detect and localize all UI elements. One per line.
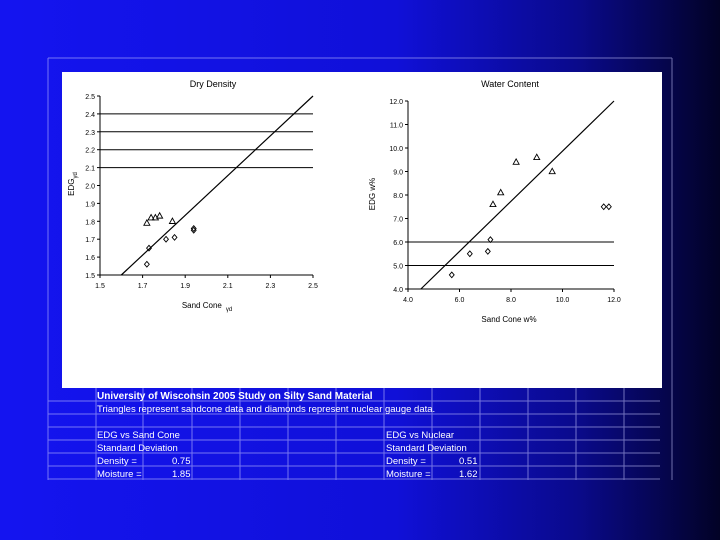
y-tick-label: 2.5 [85, 94, 95, 101]
diamond-point [487, 236, 494, 244]
diamond-point [600, 203, 607, 211]
y-tick-label: 2.1 [85, 166, 95, 173]
x-tick-label: 10.0 [556, 297, 570, 304]
x-tick-label: 4.0 [403, 297, 413, 304]
x-tick-label: 2.5 [308, 283, 318, 290]
x-axis-label: Sand Cone w% [481, 315, 536, 324]
right-table-heading: EDG vs Nuclear [386, 430, 455, 441]
diamond-point [448, 271, 455, 279]
diamond-point [163, 235, 170, 243]
x-tick-label: 2.1 [223, 283, 233, 290]
chart-title: Water Content [481, 79, 539, 89]
y-tick-label: 2.3 [85, 130, 95, 137]
x-tick-label: 2.3 [266, 283, 276, 290]
y-axis-label: EDG w% [368, 178, 377, 210]
triangle-point [532, 153, 541, 161]
y-tick-label: 12.0 [389, 99, 403, 106]
right-density-label: Density = [386, 456, 426, 467]
reference-line [420, 100, 615, 290]
diamond-point [605, 203, 612, 211]
y-tick-label: 7.0 [393, 217, 403, 224]
y-tick-label: 2.2 [85, 148, 95, 155]
water-content-chart: Water Content EDG w% Sand Cone w% 4.0 5.0… [368, 79, 621, 324]
y-tick-label: 1.9 [85, 201, 95, 208]
left-density-value: 0.75 [172, 456, 191, 467]
triangle-point [489, 200, 497, 208]
dry-density-chart: Dry Density EDGγd Sand Cone γd 1.5 1.6 1.7 1… [67, 79, 318, 313]
chart-panel: Dry Density EDGγd Sand Cone γd 1.5 1.6 1.7 1… [62, 72, 662, 388]
triangle-point [143, 218, 151, 226]
triangle-point [512, 157, 520, 165]
triangle-point [496, 188, 505, 196]
y-tick-label: 5.0 [393, 264, 403, 271]
reference-line [120, 95, 314, 276]
left-density-label: Density = [97, 456, 137, 467]
svg-text:EDGγd: EDGγd [67, 172, 79, 196]
diamond-point [145, 244, 152, 252]
diamond-point [190, 224, 197, 232]
y-tick-label: 1.8 [85, 219, 95, 226]
y-tick-label: 11.0 [390, 123, 403, 130]
x-tick-label: 6.0 [455, 297, 465, 304]
right-table-subheading: Standard Deviation [386, 443, 467, 454]
x-tick-label: 8.0 [506, 297, 516, 304]
left-table-subheading: Standard Deviation [97, 443, 178, 454]
x-tick-label: 12.0 [607, 297, 621, 304]
y-tick-label: 1.7 [85, 237, 95, 244]
y-tick-label: 1.5 [85, 273, 95, 280]
diamond-point [171, 233, 178, 241]
x-tick-label: 1.9 [180, 283, 190, 290]
y-tick-label: 2.0 [85, 184, 95, 191]
study-title: University of Wisconsin 2005 Study on Si… [97, 391, 373, 402]
triangle-point [168, 217, 177, 224]
triangle-point [147, 213, 155, 221]
left-moisture-value: 1.85 [172, 469, 191, 480]
study-subtitle: Triangles represent sandcone data and di… [97, 404, 436, 415]
y-tick-label: 4.0 [393, 287, 403, 294]
diamond-point [143, 260, 150, 268]
y-tick-label: 9.0 [393, 170, 403, 177]
diamond-point [484, 247, 491, 255]
x-tick-label: 1.7 [138, 283, 148, 290]
left-moisture-label: Moisture = [97, 469, 142, 480]
triangle-point [155, 211, 164, 219]
y-tick-label: 2.4 [85, 112, 95, 119]
diamond-point [466, 250, 473, 258]
right-density-value: 0.51 [459, 456, 478, 467]
y-tick-label: 10.0 [389, 146, 403, 153]
right-moisture-value: 1.62 [459, 469, 478, 480]
left-table-heading: EDG vs Sand Cone [97, 430, 180, 441]
x-tick-label: 1.5 [95, 283, 105, 290]
charts-canvas: Dry Density EDGγd Sand Cone γd 1.5 1.6 1.7 1… [67, 79, 621, 324]
x-axis-label: Sand Cone γd [182, 301, 232, 313]
y-tick-label: 6.0 [393, 240, 403, 247]
y-tick-label: 8.0 [393, 193, 403, 200]
right-moisture-label: Moisture = [386, 469, 431, 480]
chart-title: Dry Density [190, 79, 237, 89]
y-tick-label: 1.6 [85, 255, 95, 262]
y-axis-label: EDGγd [67, 172, 79, 196]
triangle-point [548, 167, 556, 175]
